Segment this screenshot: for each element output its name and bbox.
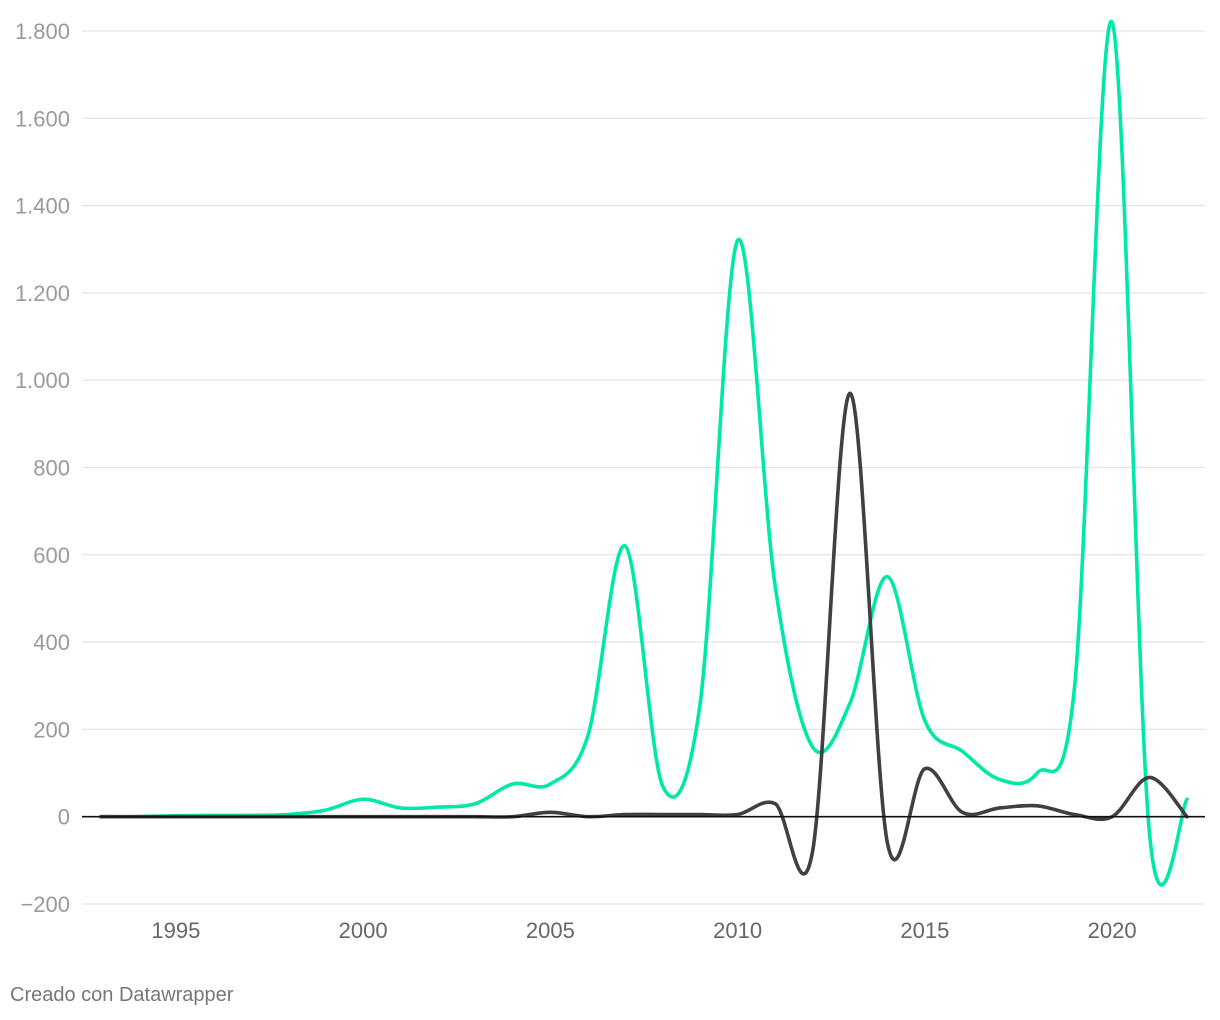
x-tick-label: 2005 [526, 918, 575, 943]
series-line-1 [99, 20, 1189, 887]
y-tick-label: 1.400 [15, 194, 70, 219]
gridlines [82, 30, 1205, 905]
series-line-2 [99, 391, 1189, 876]
y-tick-label: 200 [33, 717, 70, 742]
y-tick-label: 1.600 [15, 106, 70, 131]
y-tick-label: 800 [33, 456, 70, 481]
y-tick-label: 1.800 [15, 19, 70, 44]
y-tick-label: 1.000 [15, 368, 70, 393]
x-tick-label: 2000 [339, 918, 388, 943]
y-tick-label: 1.200 [15, 281, 70, 306]
line-chart: 1.8001.6001.4001.2001.0008006004002000−2… [15, 19, 1205, 943]
y-tick-label: 600 [33, 543, 70, 568]
y-tick-label: −200 [20, 892, 70, 917]
x-tick-label: 2020 [1088, 918, 1137, 943]
x-tick-label: 1995 [151, 918, 200, 943]
x-axis-ticks: 1995 2000 2005 2010 2015 2020 [151, 918, 1136, 943]
x-tick-label: 2010 [713, 918, 762, 943]
credit-text: Creado con Datawrapper [10, 984, 234, 1006]
x-tick-label: 2015 [900, 918, 949, 943]
y-tick-label: 400 [33, 630, 70, 655]
y-axis-ticks: 1.800 1.600 1.400 1.200 1.000 800 600 400 200 0 −2… [15, 19, 70, 917]
y-tick-label: 0 [58, 805, 70, 830]
series-lines [99, 20, 1189, 887]
